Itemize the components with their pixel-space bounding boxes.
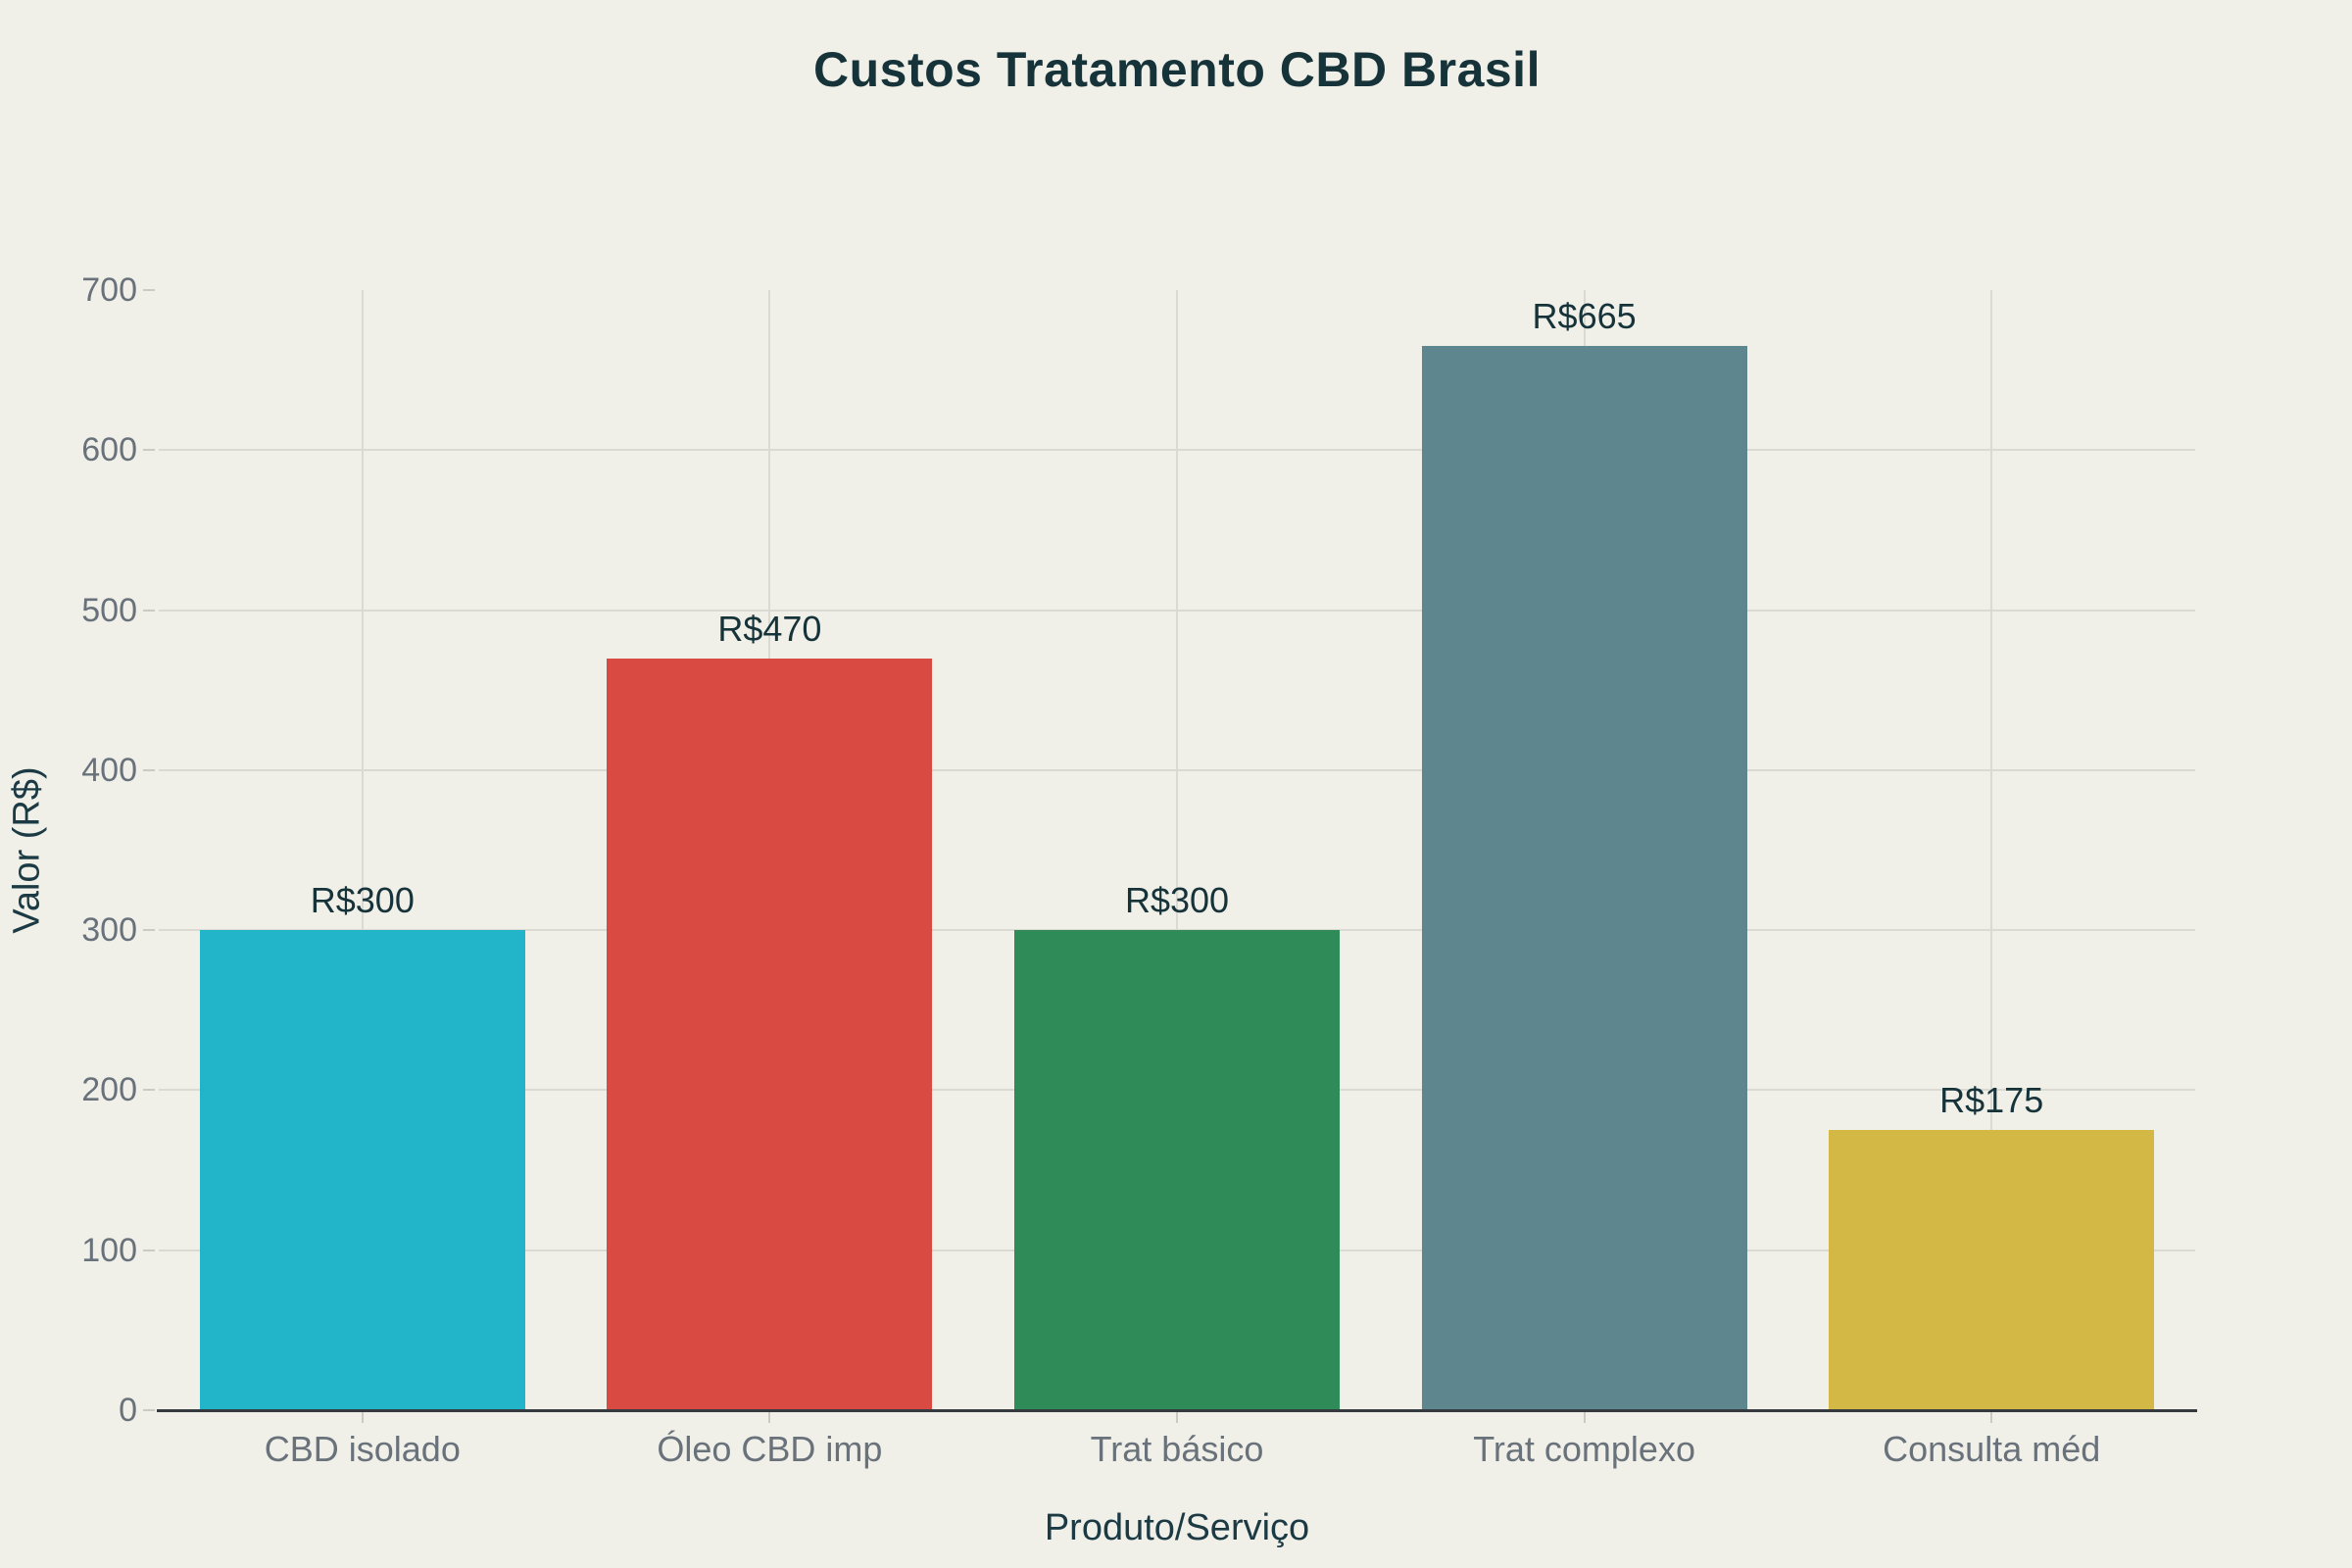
x-tick-label: Consulta méd [1883,1429,2101,1469]
y-tick-label: 200 [81,1071,137,1109]
x-tick-label: Óleo CBD imp [657,1429,883,1469]
bar [200,930,525,1410]
bar-value-label: R$300 [310,880,415,921]
y-axis-title: Valor (R$) [6,766,48,934]
y-tick-label: 300 [81,911,137,950]
y-tick-label: 0 [119,1392,137,1429]
bar-value-label: R$665 [1532,296,1637,337]
bar [607,658,932,1410]
y-axis-tick [143,1089,155,1092]
y-tick-label: 600 [81,431,137,469]
horizontal-gridline [159,768,2195,771]
x-axis-tick [1176,1412,1178,1423]
bar-value-label: R$470 [717,608,822,649]
x-tick-label: Trat básico [1090,1429,1264,1469]
x-axis-tick [361,1412,364,1423]
x-axis-line [157,1409,2197,1412]
y-axis-tick [143,289,155,291]
horizontal-gridline [159,609,2195,612]
y-axis-tick [143,929,155,932]
y-tick-label: 500 [81,591,137,629]
x-axis-tick [1990,1412,1993,1423]
vertical-gridline [361,290,364,1410]
y-axis-tick [143,609,155,612]
x-axis-title: Produto/Serviço [1044,1507,1310,1548]
y-axis-tick [143,1409,155,1411]
y-tick-label: 400 [81,751,137,789]
x-axis-tick [1583,1412,1586,1423]
bar-value-label: R$300 [1124,880,1230,921]
x-tick-label: Trat complexo [1473,1429,1695,1469]
bar [1422,346,1747,1410]
bar-value-label: R$175 [1939,1080,2044,1121]
x-axis-tick [768,1412,771,1423]
y-axis-tick [143,449,155,452]
vertical-gridline [1990,290,1993,1410]
x-tick-label: CBD isolado [264,1429,461,1469]
bar [1014,930,1340,1410]
vertical-gridline [1176,290,1178,1410]
horizontal-gridline [159,449,2195,452]
y-axis-tick [143,1249,155,1251]
bar [1829,1130,2154,1410]
y-tick-label: 100 [81,1231,137,1269]
y-axis-tick [143,768,155,771]
chart-title: Custos Tratamento CBD Brasil [813,42,1541,97]
y-tick-label: 700 [81,271,137,309]
